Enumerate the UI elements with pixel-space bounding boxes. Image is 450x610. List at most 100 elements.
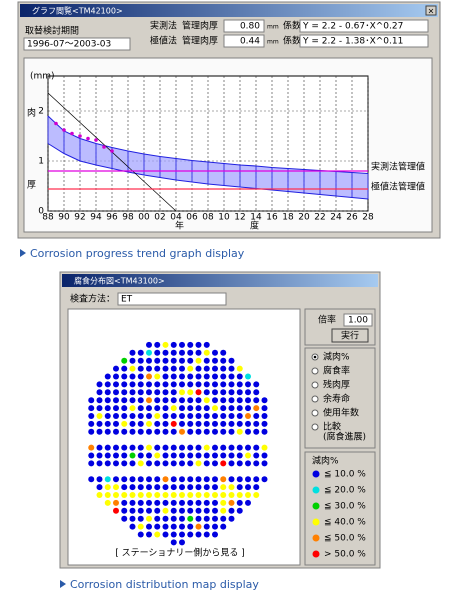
close-button[interactable] [425, 5, 437, 16]
map-dot [121, 452, 128, 459]
map-dot [187, 460, 194, 467]
map-dot [129, 397, 136, 404]
map-dot [236, 397, 243, 404]
method-name: 極値法 [150, 35, 177, 47]
map-dot [170, 341, 177, 348]
radio[interactable] [311, 395, 319, 403]
map-dot [236, 452, 243, 459]
map-dot [162, 349, 169, 356]
formula: Y = 2.2 - 1.38･X^0.11 [302, 37, 403, 47]
map-dot [129, 484, 136, 491]
map-dot [212, 476, 218, 483]
map-dot [203, 381, 210, 388]
x-tick-label: 02 [154, 213, 165, 223]
caption-arrow [60, 580, 66, 588]
map-dot [162, 444, 169, 451]
map-dot [187, 420, 194, 427]
map-dot [129, 381, 136, 388]
map-dot [212, 484, 218, 491]
y-unit: (mm) [30, 72, 55, 82]
map-dot [154, 507, 161, 514]
map-dot [170, 452, 177, 459]
scale-box[interactable] [343, 313, 373, 327]
map-dot [253, 405, 260, 412]
map-dot [129, 452, 136, 459]
map-dot [121, 389, 128, 396]
map-dot [162, 452, 169, 459]
method-name: 実測法 [150, 20, 177, 32]
map-dot [253, 484, 260, 491]
map-dot [170, 381, 177, 388]
map-dot [170, 523, 177, 530]
map-dot [187, 405, 194, 412]
map-dot [187, 523, 194, 530]
thickness-box [223, 34, 265, 48]
radio[interactable] [311, 367, 319, 375]
map-dot [195, 405, 202, 412]
map-dot [96, 389, 103, 396]
map-dot [154, 428, 161, 435]
map-dot [154, 365, 161, 372]
map-dot [113, 460, 119, 467]
map-dot [220, 452, 227, 459]
unit: mm [267, 24, 279, 31]
map-dot [195, 365, 202, 372]
map-dot [261, 420, 268, 427]
y-label: 厚 [27, 180, 36, 191]
map-dot [137, 452, 144, 459]
map-dot [195, 523, 202, 530]
method-box[interactable] [117, 292, 227, 306]
map-dot [220, 499, 227, 506]
map-dot [113, 492, 119, 498]
map-dot [96, 397, 103, 404]
measured-point [110, 149, 114, 153]
map-dot [203, 492, 210, 498]
map-dot [212, 397, 218, 404]
caption: Corrosion progress trend graph display [30, 247, 245, 260]
radio[interactable] [311, 409, 319, 417]
map-dot [212, 515, 218, 522]
map-dot [236, 428, 243, 435]
map-dot [220, 507, 227, 514]
map-dot [113, 428, 119, 435]
scale-label: 倍率 [318, 314, 336, 326]
method-label: 検査方法： [70, 293, 115, 305]
y-tick-label: 1 [38, 157, 44, 167]
map-dot [203, 499, 210, 506]
map-dot [203, 428, 210, 435]
run-button[interactable] [331, 328, 369, 343]
map-dot [212, 492, 218, 498]
map-dot [245, 420, 251, 427]
map-dot [203, 507, 210, 514]
y-tick-label: 0 [38, 207, 44, 217]
reference-label: 実測法管理値 [371, 161, 425, 173]
caption: Corrosion distribution map display [70, 578, 259, 591]
map-dot [187, 349, 194, 356]
map-dot [261, 476, 268, 483]
legend-swatch [312, 486, 320, 494]
legend-label: ≦ 20.0 % [324, 486, 366, 496]
map-dot [203, 365, 210, 372]
map-dot [146, 499, 152, 506]
map-dot [154, 515, 161, 522]
map-dot [187, 365, 194, 372]
map-dot [170, 460, 177, 467]
map-dot [228, 484, 235, 491]
map-dot [179, 476, 185, 483]
map-dot [220, 381, 227, 388]
map-dot [187, 531, 194, 538]
map-dot [170, 539, 177, 546]
map-dot [228, 444, 235, 451]
map-dot [179, 523, 185, 530]
map-dot [236, 389, 243, 396]
option-label: (腐食進展) [323, 431, 366, 443]
map-dot [104, 444, 111, 451]
map-dot [121, 397, 128, 404]
map-dot [104, 484, 111, 491]
radio[interactable] [311, 423, 319, 431]
radio[interactable] [311, 381, 319, 389]
option-label: 比較 [323, 421, 341, 433]
map-dot [187, 389, 194, 396]
x-tick-label: 24 [330, 213, 342, 223]
map-dot [96, 413, 103, 419]
